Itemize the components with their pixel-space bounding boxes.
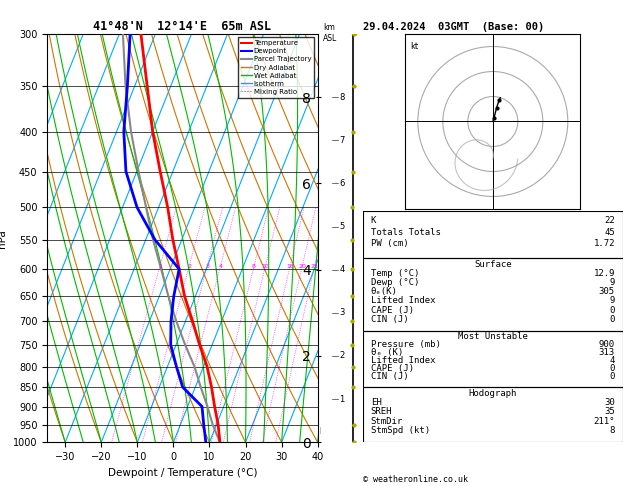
Text: 30: 30 bbox=[604, 398, 615, 407]
Text: 35: 35 bbox=[604, 407, 615, 417]
Text: 6: 6 bbox=[340, 179, 345, 188]
Text: 8: 8 bbox=[610, 426, 615, 435]
Text: CAPE (J): CAPE (J) bbox=[370, 364, 414, 373]
X-axis label: Dewpoint / Temperature (°C): Dewpoint / Temperature (°C) bbox=[108, 468, 257, 478]
Text: 12.9: 12.9 bbox=[593, 269, 615, 278]
Text: 20: 20 bbox=[298, 264, 306, 269]
Text: 8: 8 bbox=[340, 93, 345, 102]
Text: LCL: LCL bbox=[320, 427, 333, 436]
Text: Hodograph: Hodograph bbox=[469, 389, 517, 398]
Text: 4: 4 bbox=[218, 264, 223, 269]
Text: 16: 16 bbox=[286, 264, 294, 269]
Text: Dewp (°C): Dewp (°C) bbox=[370, 278, 419, 287]
Text: 45: 45 bbox=[604, 227, 615, 237]
Text: 9: 9 bbox=[610, 296, 615, 306]
Title: 41°48'N  12°14'E  65m ASL: 41°48'N 12°14'E 65m ASL bbox=[93, 20, 272, 33]
Text: 2: 2 bbox=[187, 264, 191, 269]
Text: θₑ(K): θₑ(K) bbox=[370, 287, 398, 296]
Text: 3: 3 bbox=[205, 264, 209, 269]
Text: 0: 0 bbox=[610, 364, 615, 373]
Text: Most Unstable: Most Unstable bbox=[458, 332, 528, 342]
Text: 211°: 211° bbox=[593, 417, 615, 426]
Text: SREH: SREH bbox=[370, 407, 392, 417]
Text: 305: 305 bbox=[599, 287, 615, 296]
Text: 1: 1 bbox=[340, 395, 345, 404]
Text: 25: 25 bbox=[311, 264, 318, 269]
Text: 0: 0 bbox=[610, 315, 615, 324]
Legend: Temperature, Dewpoint, Parcel Trajectory, Dry Adiabat, Wet Adiabat, Isotherm, Mi: Temperature, Dewpoint, Parcel Trajectory… bbox=[238, 37, 314, 98]
Text: kt: kt bbox=[410, 41, 418, 51]
Text: 900: 900 bbox=[599, 340, 615, 349]
Text: Surface: Surface bbox=[474, 260, 511, 269]
Text: Lifted Index: Lifted Index bbox=[370, 296, 435, 306]
Text: PW (cm): PW (cm) bbox=[370, 239, 408, 248]
Text: km
ASL: km ASL bbox=[323, 23, 337, 43]
Text: K: K bbox=[370, 216, 376, 225]
Text: 9: 9 bbox=[610, 278, 615, 287]
Text: 8: 8 bbox=[252, 264, 256, 269]
Text: 3: 3 bbox=[340, 308, 345, 317]
Text: StmDir: StmDir bbox=[370, 417, 403, 426]
Text: 29.04.2024  03GMT  (Base: 00): 29.04.2024 03GMT (Base: 00) bbox=[363, 21, 544, 32]
Text: θₑ (K): θₑ (K) bbox=[370, 348, 403, 357]
Text: 0: 0 bbox=[610, 306, 615, 315]
Text: Totals Totals: Totals Totals bbox=[370, 227, 440, 237]
Text: CIN (J): CIN (J) bbox=[370, 372, 408, 381]
Text: EH: EH bbox=[370, 398, 381, 407]
Text: StmSpd (kt): StmSpd (kt) bbox=[370, 426, 430, 435]
Text: 313: 313 bbox=[599, 348, 615, 357]
Text: 10: 10 bbox=[262, 264, 269, 269]
Text: Lifted Index: Lifted Index bbox=[370, 356, 435, 365]
Text: 5: 5 bbox=[340, 222, 345, 231]
Text: Pressure (mb): Pressure (mb) bbox=[370, 340, 440, 349]
Text: 22: 22 bbox=[604, 216, 615, 225]
Text: 7: 7 bbox=[340, 136, 345, 145]
Text: CIN (J): CIN (J) bbox=[370, 315, 408, 324]
Text: Temp (°C): Temp (°C) bbox=[370, 269, 419, 278]
Text: 1: 1 bbox=[158, 264, 162, 269]
Text: CAPE (J): CAPE (J) bbox=[370, 306, 414, 315]
Text: © weatheronline.co.uk: © weatheronline.co.uk bbox=[363, 474, 468, 484]
Text: 4: 4 bbox=[610, 356, 615, 365]
Text: 4: 4 bbox=[340, 265, 345, 274]
Text: 2: 2 bbox=[340, 351, 345, 361]
Text: 0: 0 bbox=[610, 372, 615, 381]
Text: 1.72: 1.72 bbox=[593, 239, 615, 248]
Y-axis label: hPa: hPa bbox=[0, 229, 8, 247]
